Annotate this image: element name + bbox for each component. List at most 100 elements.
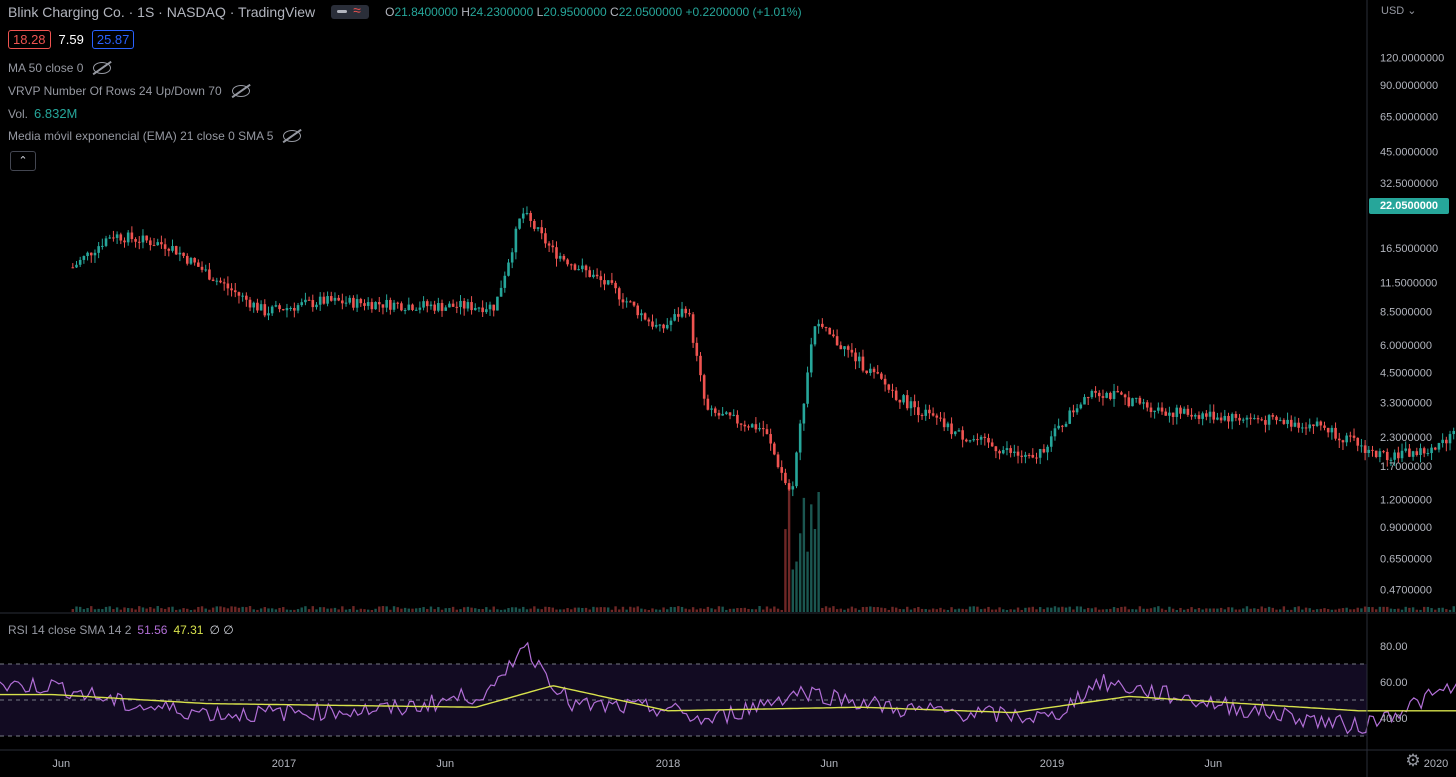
candle-body [304, 299, 307, 303]
candle-body [880, 373, 883, 379]
candle-body [1356, 437, 1360, 446]
candle-body [1001, 450, 1005, 454]
candle-body [717, 412, 721, 416]
layout-toggle-icon[interactable] [331, 2, 370, 19]
candle-body [584, 265, 588, 271]
candle-body [828, 327, 832, 335]
volume-bar [1234, 609, 1238, 612]
candle-body [322, 296, 326, 304]
candle-body [699, 355, 702, 376]
candle-body [861, 356, 865, 371]
indicator-ema[interactable]: Media móvil exponencial (EMA) 21 close 0… [8, 129, 302, 143]
volume-bar [1371, 607, 1374, 612]
hidden-eye-icon[interactable] [283, 130, 302, 142]
candle-body [905, 395, 909, 409]
candle-body [1271, 415, 1275, 417]
time-tick-label: 2020 [1424, 758, 1448, 770]
volume-bar [344, 609, 348, 612]
candle-body [1349, 435, 1352, 437]
candle-body [1223, 415, 1227, 421]
buy-price-button[interactable]: 25.87 [91, 30, 135, 49]
volume-bar [920, 608, 924, 612]
rsi-legend[interactable]: RSI 14 close SMA 14 2 51.56 47.31 ∅ ∅ [8, 623, 234, 637]
high-label: H [461, 5, 470, 19]
volume-bar [182, 608, 185, 612]
volume-bar [1374, 609, 1378, 612]
candle-body [1308, 424, 1312, 429]
indicator-volume[interactable]: Vol. 6.832M [8, 106, 77, 121]
volume-bar [507, 608, 510, 612]
currency-selector[interactable]: USD ⌄ [1381, 5, 1417, 17]
indicator-vrvp[interactable]: VRVP Number Of Rows 24 Up/Down 70 [8, 84, 250, 98]
price-tick-label: 2.3000000 [1380, 432, 1432, 444]
candle-body [839, 345, 843, 350]
volume-bar [466, 606, 470, 612]
volume-bar [677, 606, 680, 612]
volume-bar [739, 608, 743, 612]
volume-bar [935, 609, 938, 612]
candle-body [485, 309, 488, 313]
volume-bar [407, 608, 410, 612]
candle-body [636, 305, 640, 316]
trade-price-boxes: 18.28 7.59 25.87 [8, 30, 135, 49]
candle-body [1079, 404, 1083, 409]
candle-body [1400, 450, 1404, 459]
volume-bar [481, 609, 484, 612]
candle-body [562, 255, 566, 260]
volume-bar [97, 608, 100, 612]
candle-body [400, 303, 403, 311]
indicator-ma[interactable]: MA 50 close 0 [8, 61, 112, 75]
volume-bar [470, 607, 473, 612]
sell-price-button[interactable]: 18.28 [8, 30, 51, 49]
candle-body [263, 304, 267, 316]
gear-icon[interactable]: ⚙ [1405, 751, 1421, 770]
volume-bar [872, 607, 876, 612]
candle-body [1035, 457, 1038, 459]
hidden-eye-icon[interactable] [93, 62, 112, 74]
volume-bar [747, 608, 750, 612]
candle-body [806, 372, 809, 404]
volume-bar [1186, 608, 1190, 612]
candle-body [1042, 449, 1046, 453]
volume-bar [1205, 608, 1208, 612]
volume-bar [1249, 608, 1252, 612]
volume-bar [1441, 607, 1444, 612]
candle-body [824, 326, 828, 328]
volume-bar [732, 608, 735, 612]
volume-bar [1024, 607, 1027, 612]
volume-bar [850, 606, 854, 612]
volume-bar [422, 607, 425, 612]
volume-bar [821, 607, 824, 612]
volume-bar [459, 609, 462, 612]
volume-bar [492, 606, 495, 612]
candle-body [477, 307, 481, 309]
volume-bar [418, 607, 422, 612]
candle-body [344, 302, 348, 304]
volume-bar [270, 608, 274, 612]
volume-bar [252, 609, 255, 612]
volume-bar [684, 608, 687, 612]
volume-bar [522, 606, 525, 612]
price-tick-label: 65.0000000 [1380, 111, 1438, 123]
volume-bar [1142, 608, 1145, 612]
volume-bar [883, 608, 887, 612]
volume-bar [1061, 606, 1064, 612]
volume-bar [573, 607, 577, 612]
symbol-title[interactable]: Blink Charging Co. · 1S · NASDAQ · Tradi… [8, 4, 316, 20]
candle-body [296, 305, 300, 311]
volume-bar [669, 606, 673, 612]
collapse-legend-button[interactable]: ⌃ [10, 151, 36, 171]
volume-bar [699, 608, 702, 612]
candle-body [1267, 415, 1271, 425]
volume-bar [544, 606, 547, 612]
candle-body [1101, 396, 1105, 398]
candle-body [773, 443, 776, 455]
volume-bar [370, 609, 374, 612]
volume-bar [1134, 609, 1138, 612]
volume-bar [695, 609, 698, 612]
volume-bar [924, 609, 927, 612]
hidden-eye-icon[interactable] [231, 85, 250, 97]
volume-bar [1452, 606, 1455, 612]
volume-bar [1090, 608, 1094, 612]
